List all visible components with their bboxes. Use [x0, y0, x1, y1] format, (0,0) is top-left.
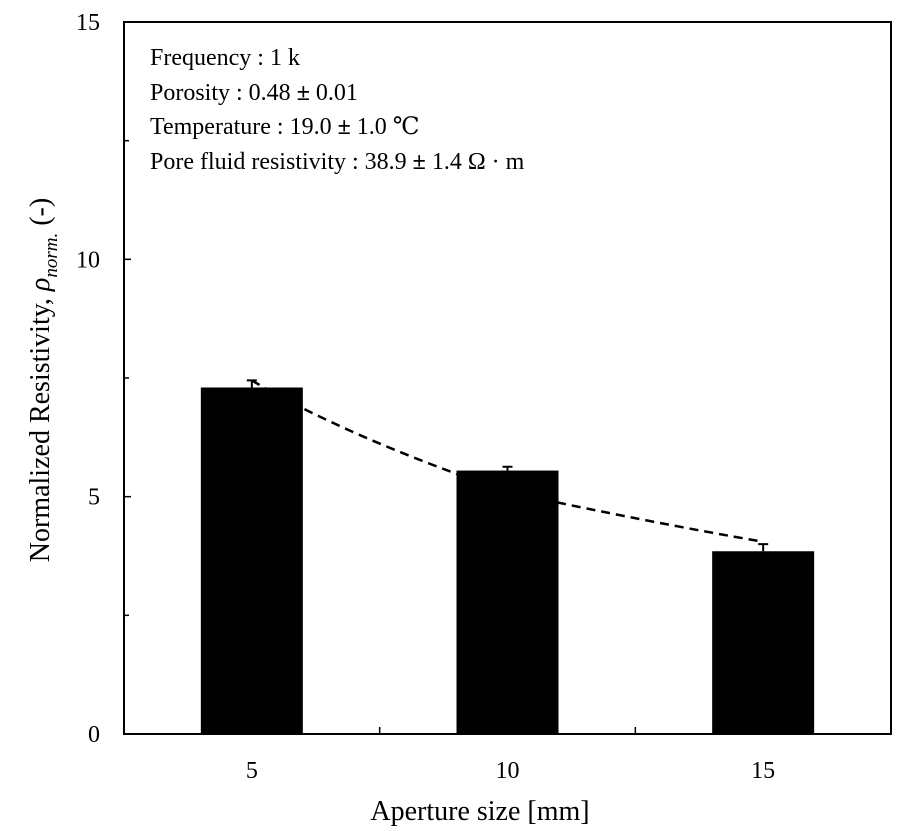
y-tick-label: 15 [76, 10, 100, 36]
y-tick-labels: 0 5 10 15 [76, 10, 100, 748]
annotation-pore-fluid-resistivity: Pore fluid resistivity : 38.9 ± 1.4 Ω · … [150, 149, 525, 175]
axis-ticks [124, 21, 637, 735]
annotation-temperature: Temperature : 19.0 ± 1.0 ℃ [150, 114, 420, 140]
y-axis-title: Normalized Resistivity, ρnorm. (-) [25, 198, 62, 562]
x-axis-title: Aperture size [mm] [370, 796, 589, 827]
x-tick-label: 15 [751, 758, 775, 784]
y-tick-label: 0 [88, 722, 100, 748]
bar [200, 387, 303, 734]
bar [712, 551, 815, 734]
bars [200, 387, 815, 734]
x-tick-label: 10 [496, 758, 520, 784]
y-tick-label: 5 [88, 485, 100, 511]
bar [456, 470, 559, 734]
x-tick-label: 5 [246, 758, 258, 784]
annotation-porosity: Porosity : 0.48 ± 0.01 [150, 80, 358, 106]
annotation-frequency: Frequency : 1 k [150, 45, 300, 71]
annotation-block: Frequency : 1 k Porosity : 0.48 ± 0.01 T… [150, 45, 525, 175]
y-tick-label: 10 [76, 247, 100, 273]
trend-line [251, 379, 764, 543]
x-tick-labels: 5 10 15 [246, 758, 775, 784]
